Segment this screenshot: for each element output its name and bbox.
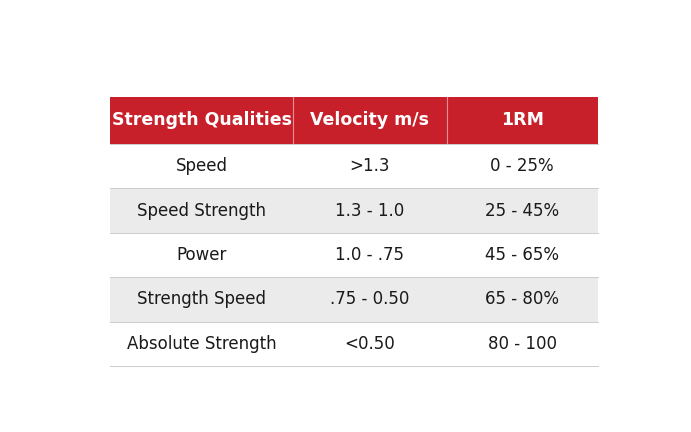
Text: .75 - 0.50: .75 - 0.50	[330, 290, 410, 308]
Bar	[111, 144, 293, 188]
Bar	[111, 188, 293, 233]
Text: Strength Qualities: Strength Qualities	[112, 111, 292, 129]
Text: 65 - 80%: 65 - 80%	[485, 290, 559, 308]
Bar	[446, 188, 598, 233]
Text: 0 - 25%: 0 - 25%	[491, 157, 554, 175]
Text: 1.0 - .75: 1.0 - .75	[335, 246, 404, 264]
Text: Speed Strength: Speed Strength	[138, 202, 266, 219]
Bar	[293, 97, 446, 144]
Text: <0.50: <0.50	[345, 335, 395, 353]
Text: Velocity m/s: Velocity m/s	[310, 111, 430, 129]
Text: Strength Speed: Strength Speed	[138, 290, 266, 308]
Bar	[446, 97, 598, 144]
Text: >1.3: >1.3	[350, 157, 390, 175]
Bar	[293, 188, 446, 233]
Bar	[446, 144, 598, 188]
Text: 45 - 65%: 45 - 65%	[485, 246, 559, 264]
Text: Absolute Strength: Absolute Strength	[127, 335, 276, 353]
Text: 1.3 - 1.0: 1.3 - 1.0	[335, 202, 405, 219]
Bar	[293, 322, 446, 366]
Bar	[111, 322, 293, 366]
Text: Power: Power	[177, 246, 227, 264]
Bar	[446, 233, 598, 277]
Text: 25 - 45%: 25 - 45%	[485, 202, 559, 219]
Text: Speed: Speed	[176, 157, 228, 175]
Bar	[446, 277, 598, 322]
Text: 1RM: 1RM	[501, 111, 544, 129]
Text: 80 - 100: 80 - 100	[488, 335, 557, 353]
Bar	[111, 233, 293, 277]
Bar	[446, 322, 598, 366]
Bar	[111, 97, 293, 144]
Bar	[293, 144, 446, 188]
Bar	[293, 233, 446, 277]
Bar	[111, 277, 293, 322]
Bar	[293, 277, 446, 322]
